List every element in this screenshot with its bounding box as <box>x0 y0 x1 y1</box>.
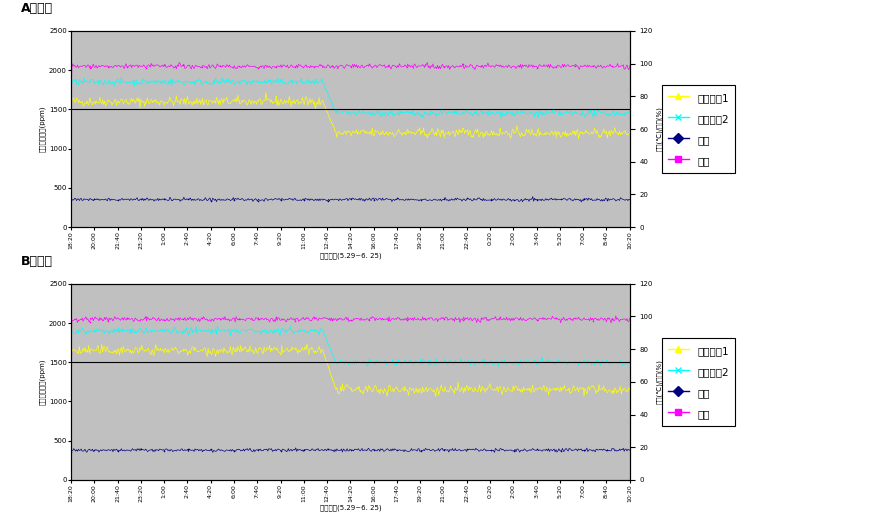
X-axis label: 조사기간(5.29~6. 25): 조사기간(5.29~6. 25) <box>319 252 381 259</box>
Y-axis label: 온도(℃)/습도(%): 온도(℃)/습도(%) <box>655 107 662 151</box>
Text: A재배사: A재배사 <box>20 2 53 15</box>
Y-axis label: 온도(℃)/습도(%): 온도(℃)/습도(%) <box>655 360 662 404</box>
Y-axis label: 탄산가스농도(ppm): 탄산가스농도(ppm) <box>39 106 46 152</box>
X-axis label: 조사기간(5.29~6. 25): 조사기간(5.29~6. 25) <box>319 505 381 511</box>
Legend: 탄산가스1, 탄산가스2, 온도, 습도: 탄산가스1, 탄산가스2, 온도, 습도 <box>661 337 734 426</box>
Legend: 탄산가스1, 탄산가스2, 온도, 습도: 탄산가스1, 탄산가스2, 온도, 습도 <box>661 85 734 173</box>
Y-axis label: 탄산가스농도(ppm): 탄산가스농도(ppm) <box>39 359 46 405</box>
Text: B재배사: B재배사 <box>20 255 52 268</box>
